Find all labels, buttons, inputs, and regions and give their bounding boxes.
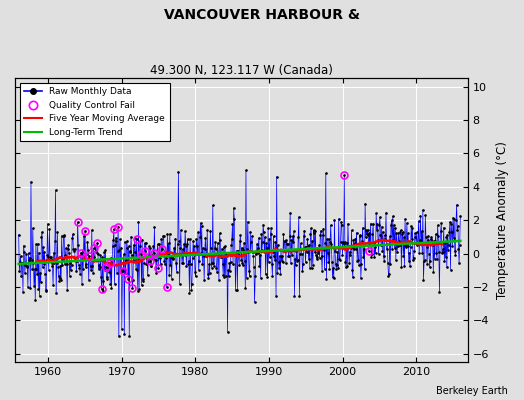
Legend: Raw Monthly Data, Quality Control Fail, Five Year Moving Average, Long-Term Tren: Raw Monthly Data, Quality Control Fail, … (19, 83, 170, 141)
Y-axis label: Temperature Anomaly (°C): Temperature Anomaly (°C) (496, 141, 509, 299)
Text: Berkeley Earth: Berkeley Earth (436, 386, 508, 396)
Text: VANCOUVER HARBOUR &: VANCOUVER HARBOUR & (164, 8, 360, 22)
Title: 49.300 N, 123.117 W (Canada): 49.300 N, 123.117 W (Canada) (150, 64, 333, 77)
